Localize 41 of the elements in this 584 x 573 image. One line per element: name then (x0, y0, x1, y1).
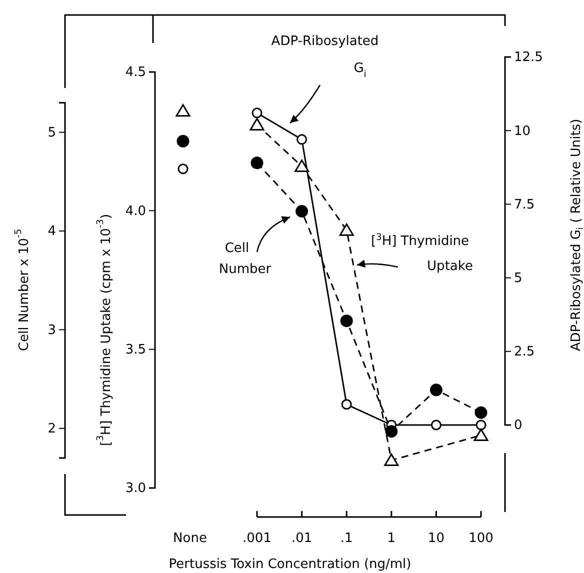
text: ADP-Ribosylated G$_{i}$ (271, 34, 379, 80)
point (474, 406, 488, 419)
y2-tick-label: 2.5 (514, 344, 535, 360)
point (430, 384, 442, 396)
point (252, 108, 262, 118)
x-tick-label: .01 (291, 531, 312, 546)
point (340, 314, 353, 328)
point (339, 223, 354, 236)
point (250, 118, 264, 130)
y3-tick-label: 5 (48, 125, 56, 140)
series-label: [$^{3}$H] Thymidine Uptake (370, 233, 473, 274)
y2-tick-label: 10 (514, 124, 531, 139)
point (296, 134, 308, 145)
y2-tick-label: 12.5 (514, 50, 543, 66)
point (294, 160, 310, 172)
y3-tick-label: 2 (48, 422, 56, 437)
point (341, 399, 352, 410)
point (296, 205, 308, 218)
point (385, 425, 398, 438)
point (250, 156, 264, 170)
x-tick-label: .001 (242, 531, 272, 546)
y2-tick-label: 0 (514, 418, 522, 434)
y3-tick-label: 4 (48, 224, 56, 240)
y-tick-label: 4.0 (125, 204, 146, 219)
point (476, 420, 486, 430)
point (430, 420, 442, 430)
text: Cell Number (218, 241, 272, 277)
point (474, 428, 488, 442)
x-tick-label: None (173, 531, 207, 546)
y-tick-label: 3.0 (125, 481, 146, 496)
x-tick-label: 100 (468, 531, 494, 546)
y-tick-label: 4.5 (125, 65, 146, 80)
x-tick-label: 10 (428, 531, 444, 546)
y3-tick-label: 3 (48, 322, 56, 338)
x-tick-label: .1 (340, 531, 353, 546)
y2-tick-label: 5 (514, 270, 522, 286)
y-tick-label: 3.5 (125, 342, 146, 358)
x-tick-label: 1 (387, 531, 396, 546)
x-axis-title: Pertussis Toxin Concentration (ng/ml) (168, 557, 412, 572)
y2-tick-label: 7.5 (514, 197, 535, 212)
point (384, 454, 399, 466)
